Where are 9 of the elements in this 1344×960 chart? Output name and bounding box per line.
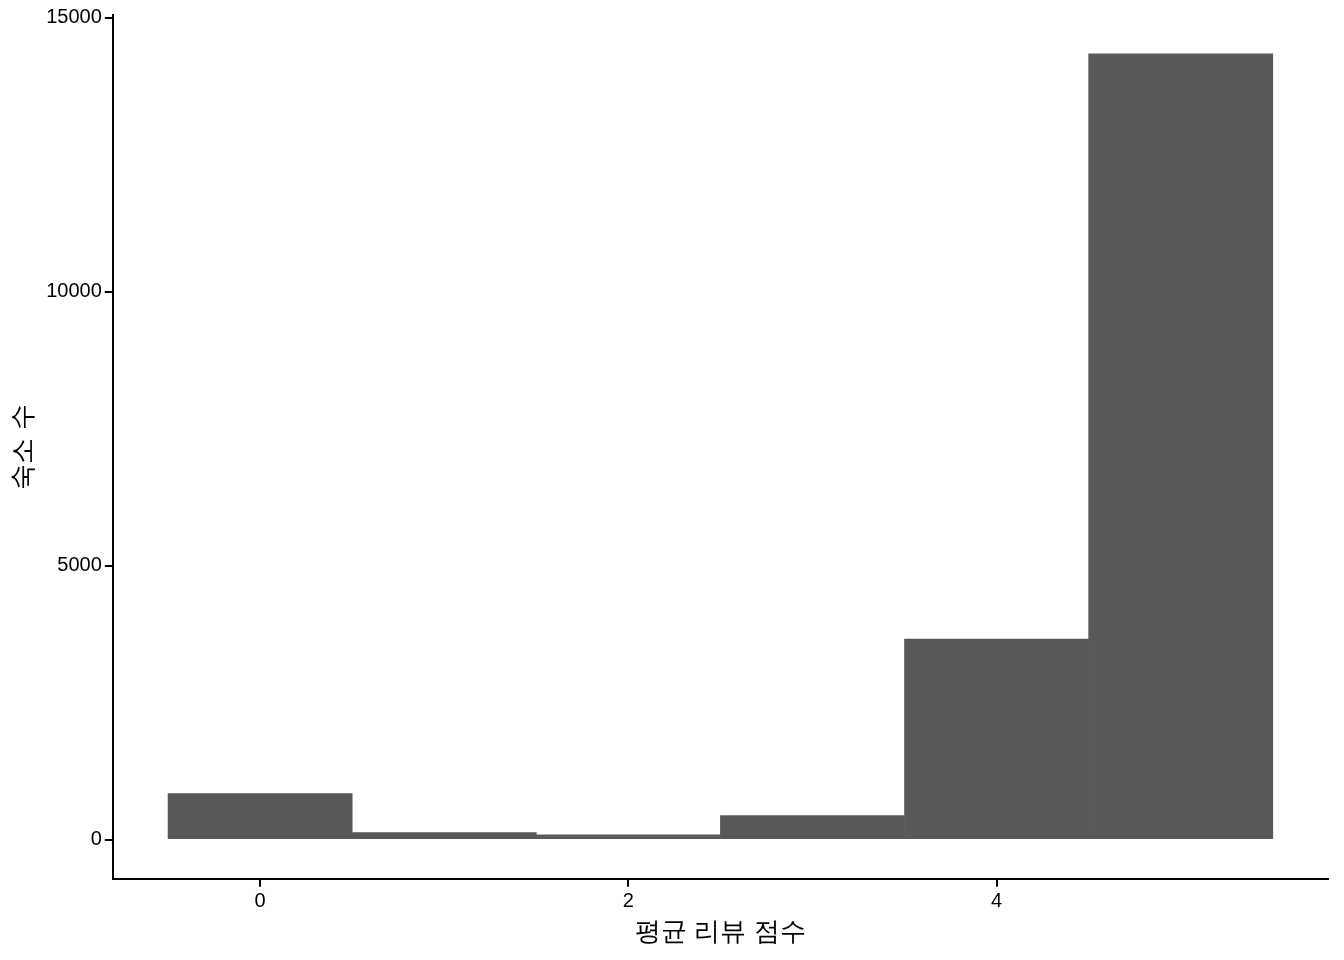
y-tick-label: 10000: [46, 279, 102, 302]
y-axis-title: 숙소 수: [6, 404, 37, 490]
x-tick-label: 4: [991, 889, 1003, 912]
x-tick-label: 0: [254, 889, 266, 912]
x-tick-label: 2: [622, 889, 634, 912]
y-tick-label: 0: [90, 827, 102, 850]
y-tick-label: 15000: [46, 5, 102, 28]
y-tick-label: 5000: [57, 553, 102, 576]
x-axis-title: 평균 리뷰 점수: [635, 915, 806, 946]
